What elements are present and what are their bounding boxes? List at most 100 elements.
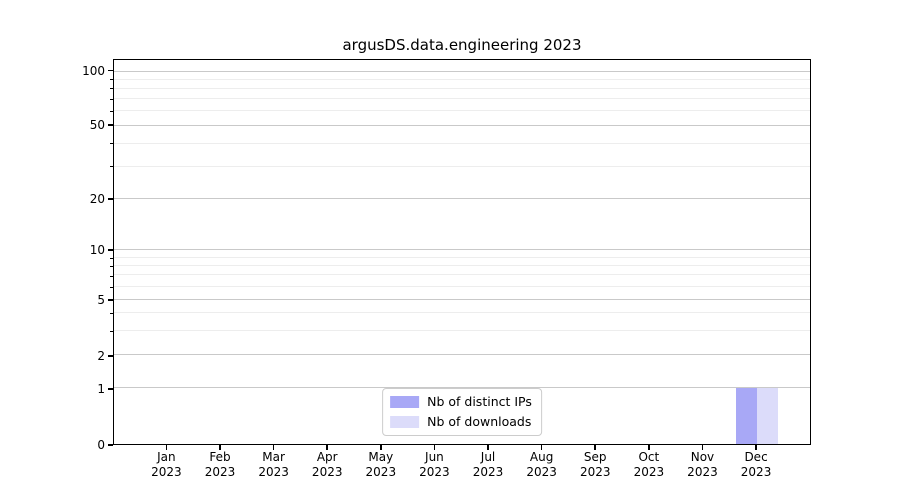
x-tick-label-year: 2023	[419, 465, 450, 479]
gridline-minor	[114, 142, 810, 144]
gridline-major	[114, 198, 810, 200]
x-tick-mark	[326, 445, 328, 450]
x-tick-label: Jul 2023	[473, 450, 504, 480]
gridline-minor	[114, 78, 810, 80]
gridline-major	[114, 354, 810, 356]
x-tick-mark	[755, 445, 757, 450]
x-tick-label-year: 2023	[258, 465, 289, 479]
gridline-minor	[114, 256, 810, 258]
gridline-minor	[114, 285, 810, 287]
x-tick-mark	[701, 445, 704, 450]
bar-distinct-ips	[735, 388, 758, 444]
y-minor-tick-mark	[110, 331, 113, 333]
y-tick-mark	[108, 198, 113, 200]
x-tick-mark	[380, 445, 382, 450]
x-tick-label: Feb 2023	[205, 450, 236, 480]
y-minor-tick-mark	[110, 143, 113, 145]
x-tick-mark	[648, 445, 650, 450]
legend-label-distinct-ips: Nb of distinct IPs	[427, 394, 532, 409]
x-tick-mark	[487, 445, 489, 450]
legend-item-downloads: Nb of downloads	[390, 414, 532, 429]
legend-item-distinct-ips: Nb of distinct IPs	[390, 394, 532, 409]
x-tick-label-year: 2023	[365, 465, 397, 479]
x-tick-label: Aug 2023	[526, 450, 557, 480]
x-tick-label: Apr 2023	[312, 450, 343, 480]
x-tick-label-year: 2023	[526, 465, 557, 479]
y-tick-label: 1	[97, 382, 105, 397]
y-tick-mark	[108, 299, 113, 301]
x-tick-label-month: May	[368, 450, 394, 464]
x-tick-mark	[219, 445, 221, 450]
x-tick-label-month: Oct	[638, 450, 660, 464]
x-tick-label: Jun 2023	[419, 450, 450, 480]
legend-swatch-distinct-ips	[390, 395, 420, 408]
gridline-minor	[114, 264, 810, 266]
chart-title: argusDS.data.engineering 2023	[342, 36, 582, 54]
x-tick-mark	[272, 445, 275, 450]
x-tick-label-month: Sep	[583, 450, 607, 464]
y-minor-tick-mark	[110, 275, 113, 277]
y-minor-tick-mark	[110, 286, 113, 288]
x-tick-label: May 2023	[366, 450, 397, 480]
x-tick-label-month: Dec	[744, 450, 768, 464]
y-tick-mark	[108, 388, 113, 390]
x-tick-label: Mar 2023	[258, 450, 289, 480]
y-minor-tick-mark	[110, 313, 113, 315]
x-tick-label: Jan 2023	[151, 450, 182, 480]
y-tick-label: 0	[97, 438, 105, 452]
x-tick-label-year: 2023	[579, 465, 611, 479]
x-tick-label: Dec 2023	[741, 450, 772, 480]
y-tick-label: 2	[97, 348, 105, 363]
x-tick-label-month: Feb	[209, 450, 231, 464]
x-tick-label-month: Apr	[316, 450, 338, 464]
x-tick-mark	[165, 445, 168, 450]
y-minor-tick-mark	[110, 257, 113, 259]
gridline-major	[114, 298, 810, 300]
x-tick-label-year: 2023	[740, 465, 772, 479]
x-tick-label: Oct 2023	[634, 450, 665, 480]
x-tick-label: Nov 2023	[687, 450, 718, 480]
y-tick-label: 50	[89, 118, 105, 132]
y-tick-mark	[108, 355, 113, 357]
y-tick-label: 100	[82, 63, 105, 78]
legend: Nb of distinct IPs Nb of downloads	[382, 388, 542, 436]
gridline-minor	[114, 87, 810, 89]
gridline-minor	[114, 274, 810, 276]
y-minor-tick-mark	[110, 265, 113, 267]
legend-label-downloads: Nb of downloads	[427, 414, 532, 429]
x-tick-label-year: 2023	[472, 465, 504, 479]
x-tick-label-year: 2023	[311, 465, 343, 479]
gridline-major	[114, 70, 810, 72]
y-minor-tick-mark	[110, 110, 113, 112]
x-tick-mark	[540, 445, 543, 450]
y-tick-label: 5	[97, 292, 105, 307]
x-tick-label-year: 2023	[633, 465, 665, 479]
y-minor-tick-mark	[110, 98, 113, 100]
y-minor-tick-mark	[110, 78, 113, 80]
y-tick-label: 10	[89, 243, 105, 258]
x-tick-label-month: Jan	[157, 450, 176, 464]
x-tick-label-month: Mar	[262, 450, 285, 464]
bar-downloads	[757, 388, 779, 444]
x-tick-mark	[433, 445, 436, 450]
x-tick-label-year: 2023	[687, 465, 718, 479]
x-tick-label-month: Jun	[425, 450, 444, 464]
plot-area: Nb of distinct IPs Nb of downloads	[113, 59, 811, 445]
gridline-major	[114, 249, 810, 251]
y-tick-mark	[108, 444, 113, 446]
y-tick-label: 20	[89, 192, 105, 207]
gridline-major	[114, 124, 810, 126]
x-tick-label-year: 2023	[151, 465, 182, 479]
x-tick-mark	[594, 445, 597, 450]
gridline-minor	[114, 110, 810, 112]
y-tick-mark	[108, 124, 113, 126]
gridline-minor	[114, 98, 810, 100]
x-tick-label: Sep 2023	[580, 450, 611, 480]
y-minor-tick-mark	[110, 88, 113, 90]
gridline-major	[114, 387, 810, 389]
gridline-minor	[114, 312, 810, 314]
x-tick-label-month: Aug	[529, 450, 554, 464]
y-minor-tick-mark	[110, 166, 113, 168]
y-tick-mark	[108, 69, 113, 72]
